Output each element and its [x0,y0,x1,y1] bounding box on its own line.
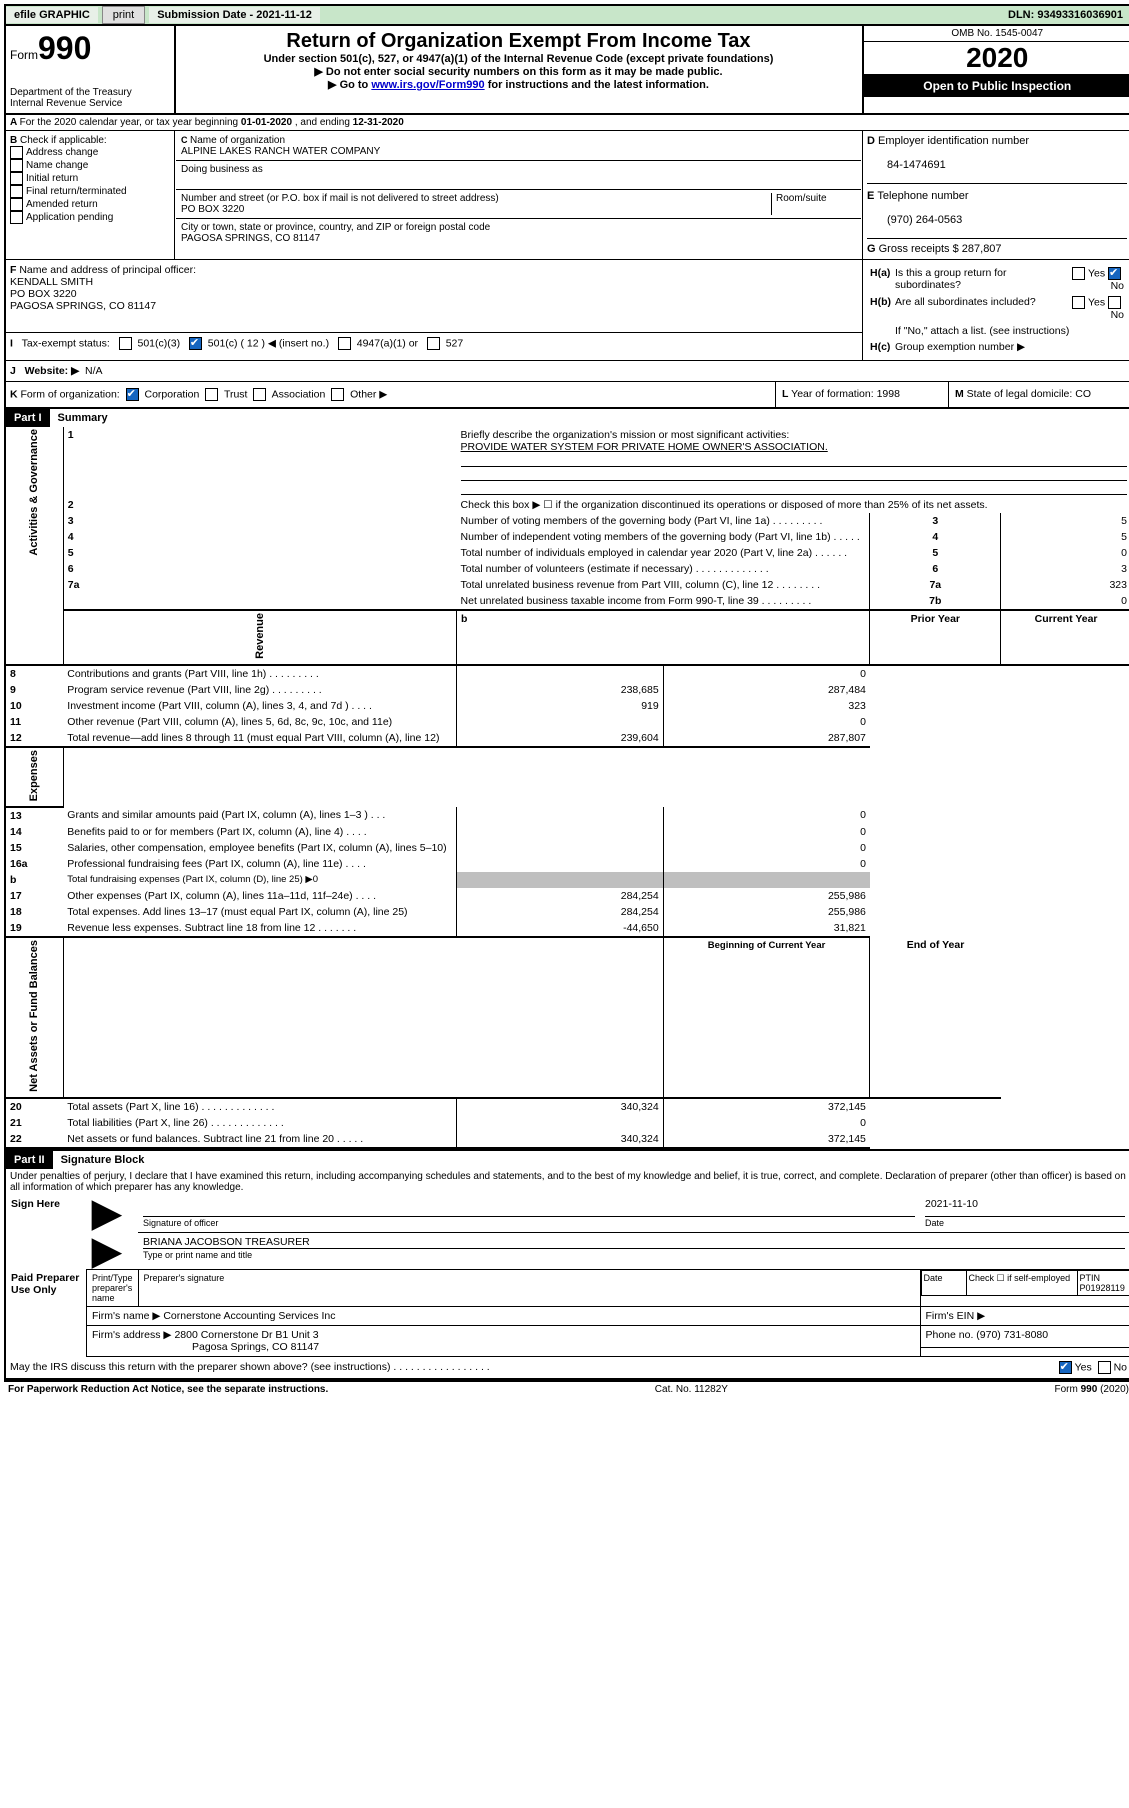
part2-header: Part IISignature Block [5,1150,1129,1169]
section-i: I Tax-exempt status: 501(c)(3) 501(c) ( … [5,332,863,360]
section-k: K Form of organization: Corporation Trus… [6,382,776,407]
side-expenses: Expenses [6,747,63,807]
section-m: M State of legal domicile: CO [949,382,1129,407]
header-left: Form990 Department of the Treasury Inter… [5,25,175,114]
section-j: J Website: ▶ N/A [5,361,1129,382]
sign-here: Sign Here [6,1195,87,1269]
side-governance: Activities & Governance [6,427,63,665]
top-bar: efile GRAPHIC print Submission Date - 20… [4,4,1129,24]
perjury-text: Under penalties of perjury, I declare th… [5,1169,1129,1195]
header-mid: Return of Organization Exempt From Incom… [175,25,863,114]
section-a: A For the 2020 calendar year, or tax yea… [5,114,1129,131]
discuss-row: May the IRS discuss this return with the… [5,1357,1129,1379]
dln: DLN: 93493316036901 [1000,7,1129,23]
section-l: L Year of formation: 1998 [776,382,949,407]
paid-preparer: Paid Preparer Use Only [6,1269,87,1356]
header-right: OMB No. 1545-0047 2020 Open to Public In… [863,25,1129,114]
section-c: C Name of organizationALPINE LAKES RANCH… [175,131,863,260]
footer: For Paperwork Reduction Act Notice, see … [4,1380,1129,1397]
submission-date: Submission Date - 2021-11-12 [149,7,320,23]
efile-label: efile GRAPHIC [6,7,98,23]
form-table: Form990 Department of the Treasury Inter… [4,24,1129,1380]
side-netassets: Net Assets or Fund Balances [6,937,63,1098]
section-h: H(a)Is this a group return for subordina… [863,260,1129,361]
section-d-e-g: D Employer identification number84-14746… [863,131,1129,260]
section-f: F Name and address of principal officer:… [5,260,863,333]
part1-header: Part ISummary [5,408,1129,427]
section-b: B Check if applicable: Address change Na… [5,131,175,260]
print-button[interactable]: print [102,6,145,24]
side-revenue: Revenue [63,610,456,665]
instructions-link[interactable]: www.irs.gov/Form990 [371,79,484,91]
